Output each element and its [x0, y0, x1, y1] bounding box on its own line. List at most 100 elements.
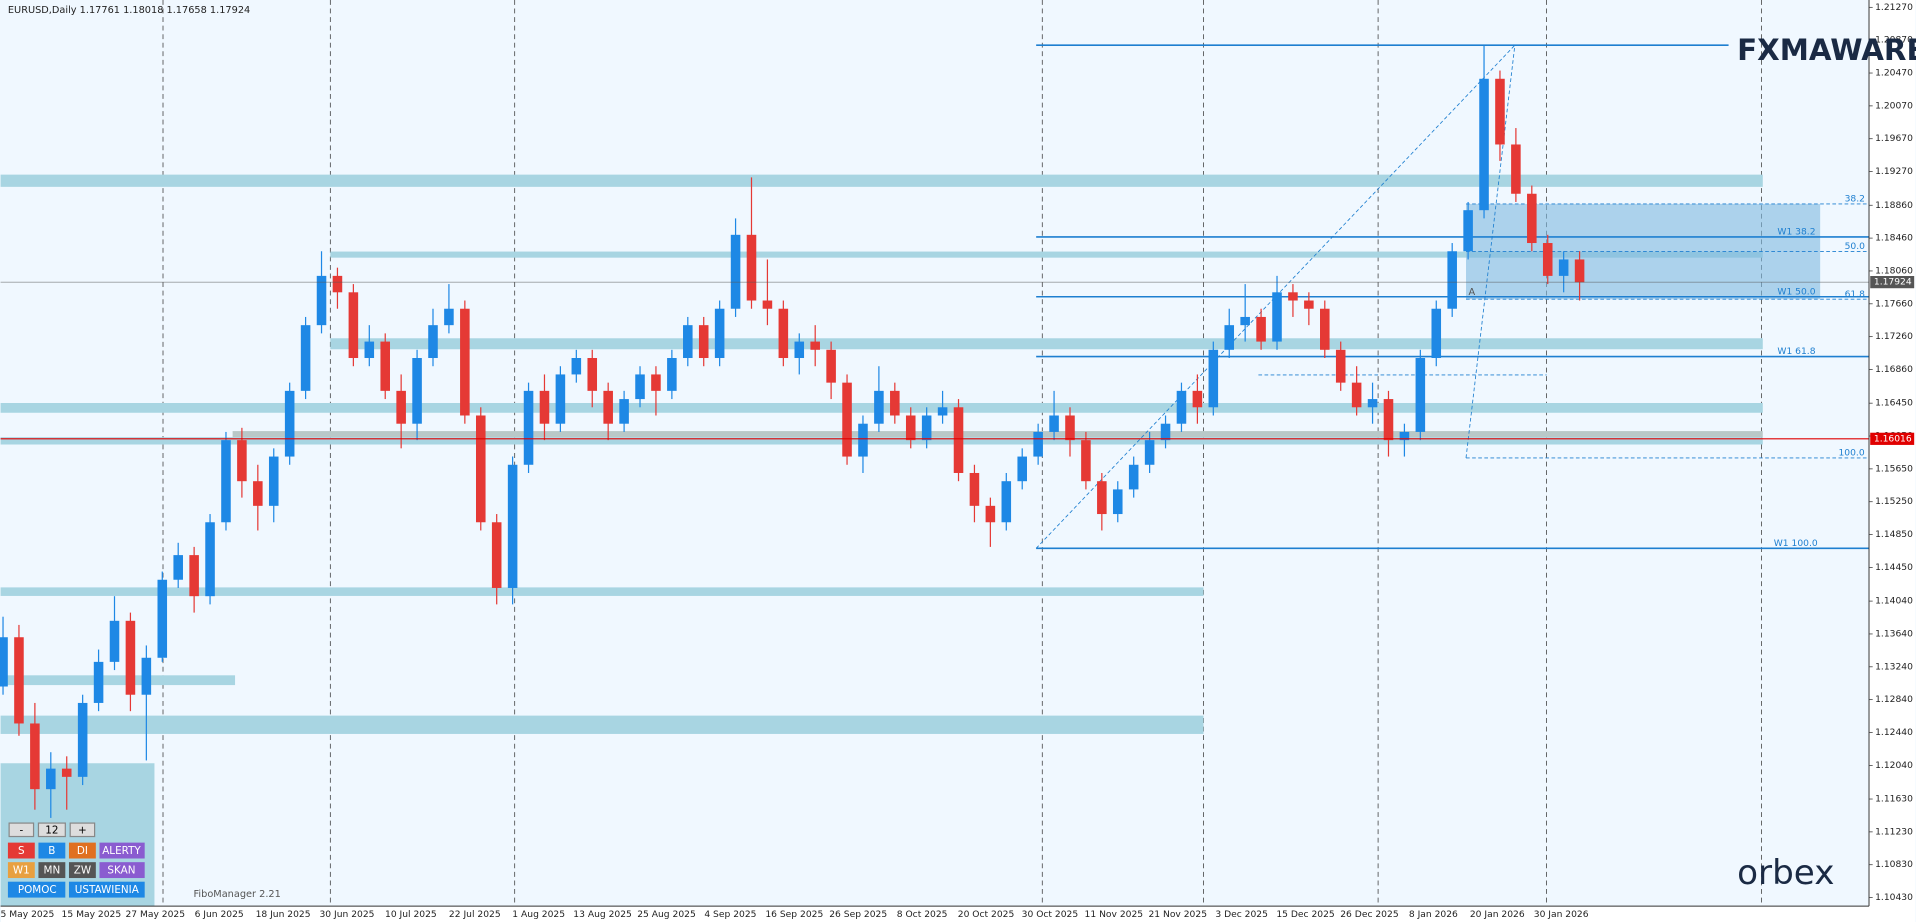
- candle-body: [555, 374, 566, 424]
- y-tick-label: 1.21270: [1875, 3, 1913, 13]
- x-tick-label: 8 Oct 2025: [897, 910, 948, 920]
- logo: orbex: [1737, 853, 1834, 893]
- y-tick-label: 1.16860: [1875, 365, 1913, 375]
- x-tick-label: 13 Aug 2025: [573, 910, 632, 920]
- x-tick-label: 8 Jan 2026: [1409, 910, 1458, 920]
- price-axis: [1869, 0, 1916, 922]
- candle-body: [1001, 481, 1012, 523]
- candle-body: [1160, 423, 1171, 441]
- candle-body: [237, 440, 247, 482]
- candle-body: [762, 300, 773, 309]
- candle-body: [1112, 489, 1123, 515]
- candle-body: [1431, 308, 1442, 359]
- chart-title: EURUSD,Daily 1.17761 1.18018 1.17658 1.1…: [8, 5, 250, 16]
- candle-body: [937, 407, 948, 416]
- button[interactable]: [99, 842, 145, 859]
- fib-label: 61.8: [1845, 290, 1866, 300]
- candle-body: [1527, 193, 1537, 244]
- candle-body: [1415, 358, 1426, 432]
- candle-body: [141, 657, 152, 695]
- button-label: DI: [77, 845, 88, 857]
- x-tick-label: 25 Aug 2025: [637, 910, 696, 920]
- y-tick-label: 1.11630: [1875, 795, 1913, 805]
- price-tag: [1870, 276, 1915, 289]
- y-tick-label: 1.20070: [1875, 101, 1913, 111]
- candle-body: [1574, 259, 1585, 283]
- x-tick-label: 16 Sep 2025: [765, 910, 823, 920]
- button[interactable]: [7, 862, 35, 879]
- candle-body: [284, 390, 295, 457]
- candle-body: [921, 415, 932, 441]
- candle-body: [651, 374, 661, 391]
- y-tick-label: 1.17260: [1875, 332, 1913, 342]
- button[interactable]: [7, 842, 35, 859]
- y-tick-label: 1.20870: [1875, 36, 1913, 46]
- candle-body: [1272, 292, 1282, 342]
- candle-body: [683, 325, 693, 359]
- candle-body: [874, 390, 884, 424]
- candle-body: [603, 390, 613, 424]
- button[interactable]: [8, 822, 35, 838]
- candle-body: [794, 341, 805, 359]
- button-label: W1: [13, 865, 30, 877]
- candle-body: [1081, 440, 1091, 482]
- candle-body: [109, 620, 120, 662]
- candle-body: [396, 390, 406, 424]
- button-label: MN: [44, 865, 61, 877]
- button[interactable]: [68, 862, 96, 879]
- button[interactable]: [37, 822, 66, 838]
- x-tick-label: 11 Nov 2025: [1085, 910, 1144, 920]
- fib-label: 100.0: [1838, 449, 1864, 459]
- candle-body: [890, 390, 900, 416]
- x-tick-label: 20 Jan 2026: [1470, 910, 1525, 920]
- button[interactable]: [38, 862, 66, 879]
- candle-body: [571, 358, 582, 375]
- x-tick-label: 30 Jan 2026: [1534, 910, 1589, 920]
- button[interactable]: [69, 822, 96, 838]
- candle-body: [46, 768, 56, 790]
- x-tick-label: 27 May 2025: [125, 910, 185, 920]
- button[interactable]: [7, 881, 66, 898]
- candle-body: [587, 358, 598, 391]
- candle-body: [221, 440, 231, 523]
- candle-body: [1065, 415, 1075, 441]
- button-label: 12: [45, 824, 58, 836]
- candle-body: [1558, 259, 1569, 276]
- candle-body: [1304, 300, 1314, 309]
- x-tick-label: 26 Sep 2025: [829, 910, 887, 920]
- y-tick-label: 1.15250: [1875, 497, 1913, 507]
- candle-body: [14, 637, 24, 724]
- x-tick-label: 22 Jul 2025: [449, 910, 501, 920]
- button-label: SKAN: [107, 865, 135, 877]
- price-tag-label: 1.17924: [1874, 278, 1912, 288]
- price-tag: [1870, 432, 1915, 445]
- candle-body: [0, 637, 8, 687]
- y-tick-label: 1.12840: [1875, 695, 1913, 705]
- button[interactable]: [68, 842, 96, 859]
- w1-label: W1 38.2: [1777, 228, 1815, 238]
- y-tick-label: 1.19270: [1875, 167, 1913, 177]
- button[interactable]: [68, 881, 145, 898]
- candle-body: [714, 308, 725, 359]
- y-tick-label: 1.17660: [1875, 299, 1913, 309]
- candle-body: [316, 275, 327, 326]
- candle-body: [475, 415, 486, 523]
- fib-label: 50.0: [1845, 242, 1866, 252]
- candle-body: [1320, 308, 1330, 350]
- button-label: B: [48, 845, 55, 857]
- y-tick-label: 1.15650: [1875, 464, 1913, 474]
- price-tag-label: 1.16016: [1874, 434, 1912, 444]
- candle-body: [1097, 481, 1107, 515]
- candle-body: [1542, 243, 1553, 276]
- candle-body: [412, 358, 422, 424]
- candle-body: [730, 234, 741, 309]
- candle-body: [348, 292, 359, 359]
- button[interactable]: [99, 862, 145, 879]
- button[interactable]: [38, 842, 66, 859]
- candle-body: [619, 399, 629, 424]
- candle-body: [905, 415, 916, 441]
- y-tick-label: 1.14450: [1875, 563, 1913, 573]
- logo: FXMAWARE: [1737, 33, 1916, 67]
- candle-body: [1240, 316, 1250, 326]
- x-tick-label: 20 Oct 2025: [958, 910, 1015, 920]
